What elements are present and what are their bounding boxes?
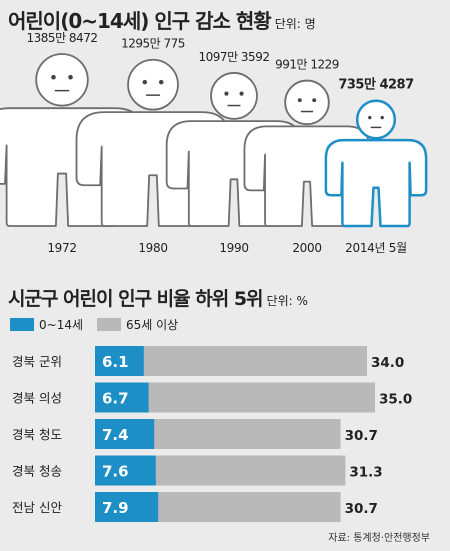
legend-swatch-child — [10, 318, 34, 331]
section2-unit: 단위: % — [266, 294, 308, 308]
region-label-3: 경북 청송 — [12, 464, 62, 479]
value-label-1: 1295만 775 — [121, 37, 185, 51]
child-value-3: 7.6 — [102, 463, 129, 481]
elderly-bar-0 — [95, 346, 367, 376]
person-figure-4 — [324, 99, 428, 228]
elderly-bar-2 — [95, 419, 341, 449]
region-label-2: 경북 청도 — [12, 427, 62, 442]
child-value-1: 6.7 — [102, 390, 129, 408]
child-bar-3 — [95, 455, 156, 486]
chart-title-text: 어린이(0~14세) 인구 감소 현황 — [8, 9, 272, 33]
elderly-value-0: 34.0 — [371, 355, 404, 371]
person-head-0 — [35, 53, 89, 107]
legend-swatch-elderly — [97, 318, 121, 331]
elderly-value-3: 31.3 — [349, 465, 382, 481]
person-head-2 — [210, 72, 258, 120]
elderly-bar-3 — [95, 455, 346, 486]
person-eye-right-4 — [380, 115, 384, 120]
person-eye-right-2 — [239, 91, 244, 96]
person-body-4 — [324, 138, 428, 228]
child-bar-0 — [95, 346, 144, 376]
region-label-1: 경북 의성 — [12, 391, 62, 406]
section2-title-text: 시군구 어린이 인구 비율 하위 5위 — [8, 288, 264, 310]
person-eye-left-1 — [142, 79, 148, 85]
person-eye-left-0 — [51, 74, 56, 80]
child-bar-2 — [95, 419, 155, 449]
legend-item-elderly: 65세 이상 — [97, 316, 178, 333]
region-label-0: 경북 군위 — [12, 354, 62, 369]
legend-label-child: 0~14세 — [39, 318, 83, 332]
child-bar-4 — [95, 492, 159, 522]
value-label-2: 1097만 3592 — [199, 50, 270, 64]
person-eye-left-4 — [368, 115, 372, 120]
value-label-4: 735만 4287 — [338, 77, 414, 93]
elderly-bar-4 — [95, 492, 341, 522]
year-label-4: 2014년 5월 — [345, 241, 407, 255]
child-bar-1 — [95, 382, 149, 413]
value-label-0: 1385만 8472 — [27, 31, 98, 45]
elderly-value-2: 30.7 — [345, 428, 378, 444]
child-value-0: 6.1 — [102, 353, 129, 371]
person-eye-left-2 — [224, 91, 229, 96]
source-note: 자료: 통계청·안전행정부 — [328, 533, 430, 544]
legend: 0~14세 65세 이상 — [10, 316, 192, 333]
legend-item-child: 0~14세 — [10, 316, 83, 333]
person-eye-left-3 — [297, 98, 302, 103]
year-label-1: 1980 — [138, 241, 167, 255]
value-label-3: 991만 1229 — [275, 58, 339, 72]
legend-label-elderly: 65세 이상 — [126, 318, 179, 332]
elderly-value-1: 35.0 — [379, 392, 412, 408]
chart-title: 어린이(0~14세) 인구 감소 현황 단위: 명 — [8, 5, 316, 34]
year-label-2: 1990 — [219, 241, 248, 255]
person-eye-right-0 — [68, 74, 73, 80]
population-figure-chart: 1385만 8472 1972 1295만 775 1980 1097만 3592 199… — [0, 31, 428, 255]
person-eye-right-1 — [158, 79, 164, 85]
child-value-2: 7.4 — [102, 426, 129, 444]
chart-unit: 단위: 명 — [274, 17, 316, 31]
person-head-4 — [355, 99, 397, 140]
elderly-bar-1 — [95, 382, 375, 413]
person-head-1 — [127, 58, 179, 111]
section2-title: 시군구 어린이 인구 비율 하위 5위 단위: % — [8, 284, 308, 311]
person-eye-right-3 — [312, 98, 317, 103]
person-head-3 — [284, 79, 330, 126]
region-label-4: 전남 신안 — [12, 500, 62, 515]
year-label-0: 1972 — [47, 241, 76, 255]
year-label-3: 2000 — [292, 241, 321, 255]
elderly-value-4: 30.7 — [345, 501, 378, 517]
child-value-4: 7.9 — [102, 499, 129, 517]
